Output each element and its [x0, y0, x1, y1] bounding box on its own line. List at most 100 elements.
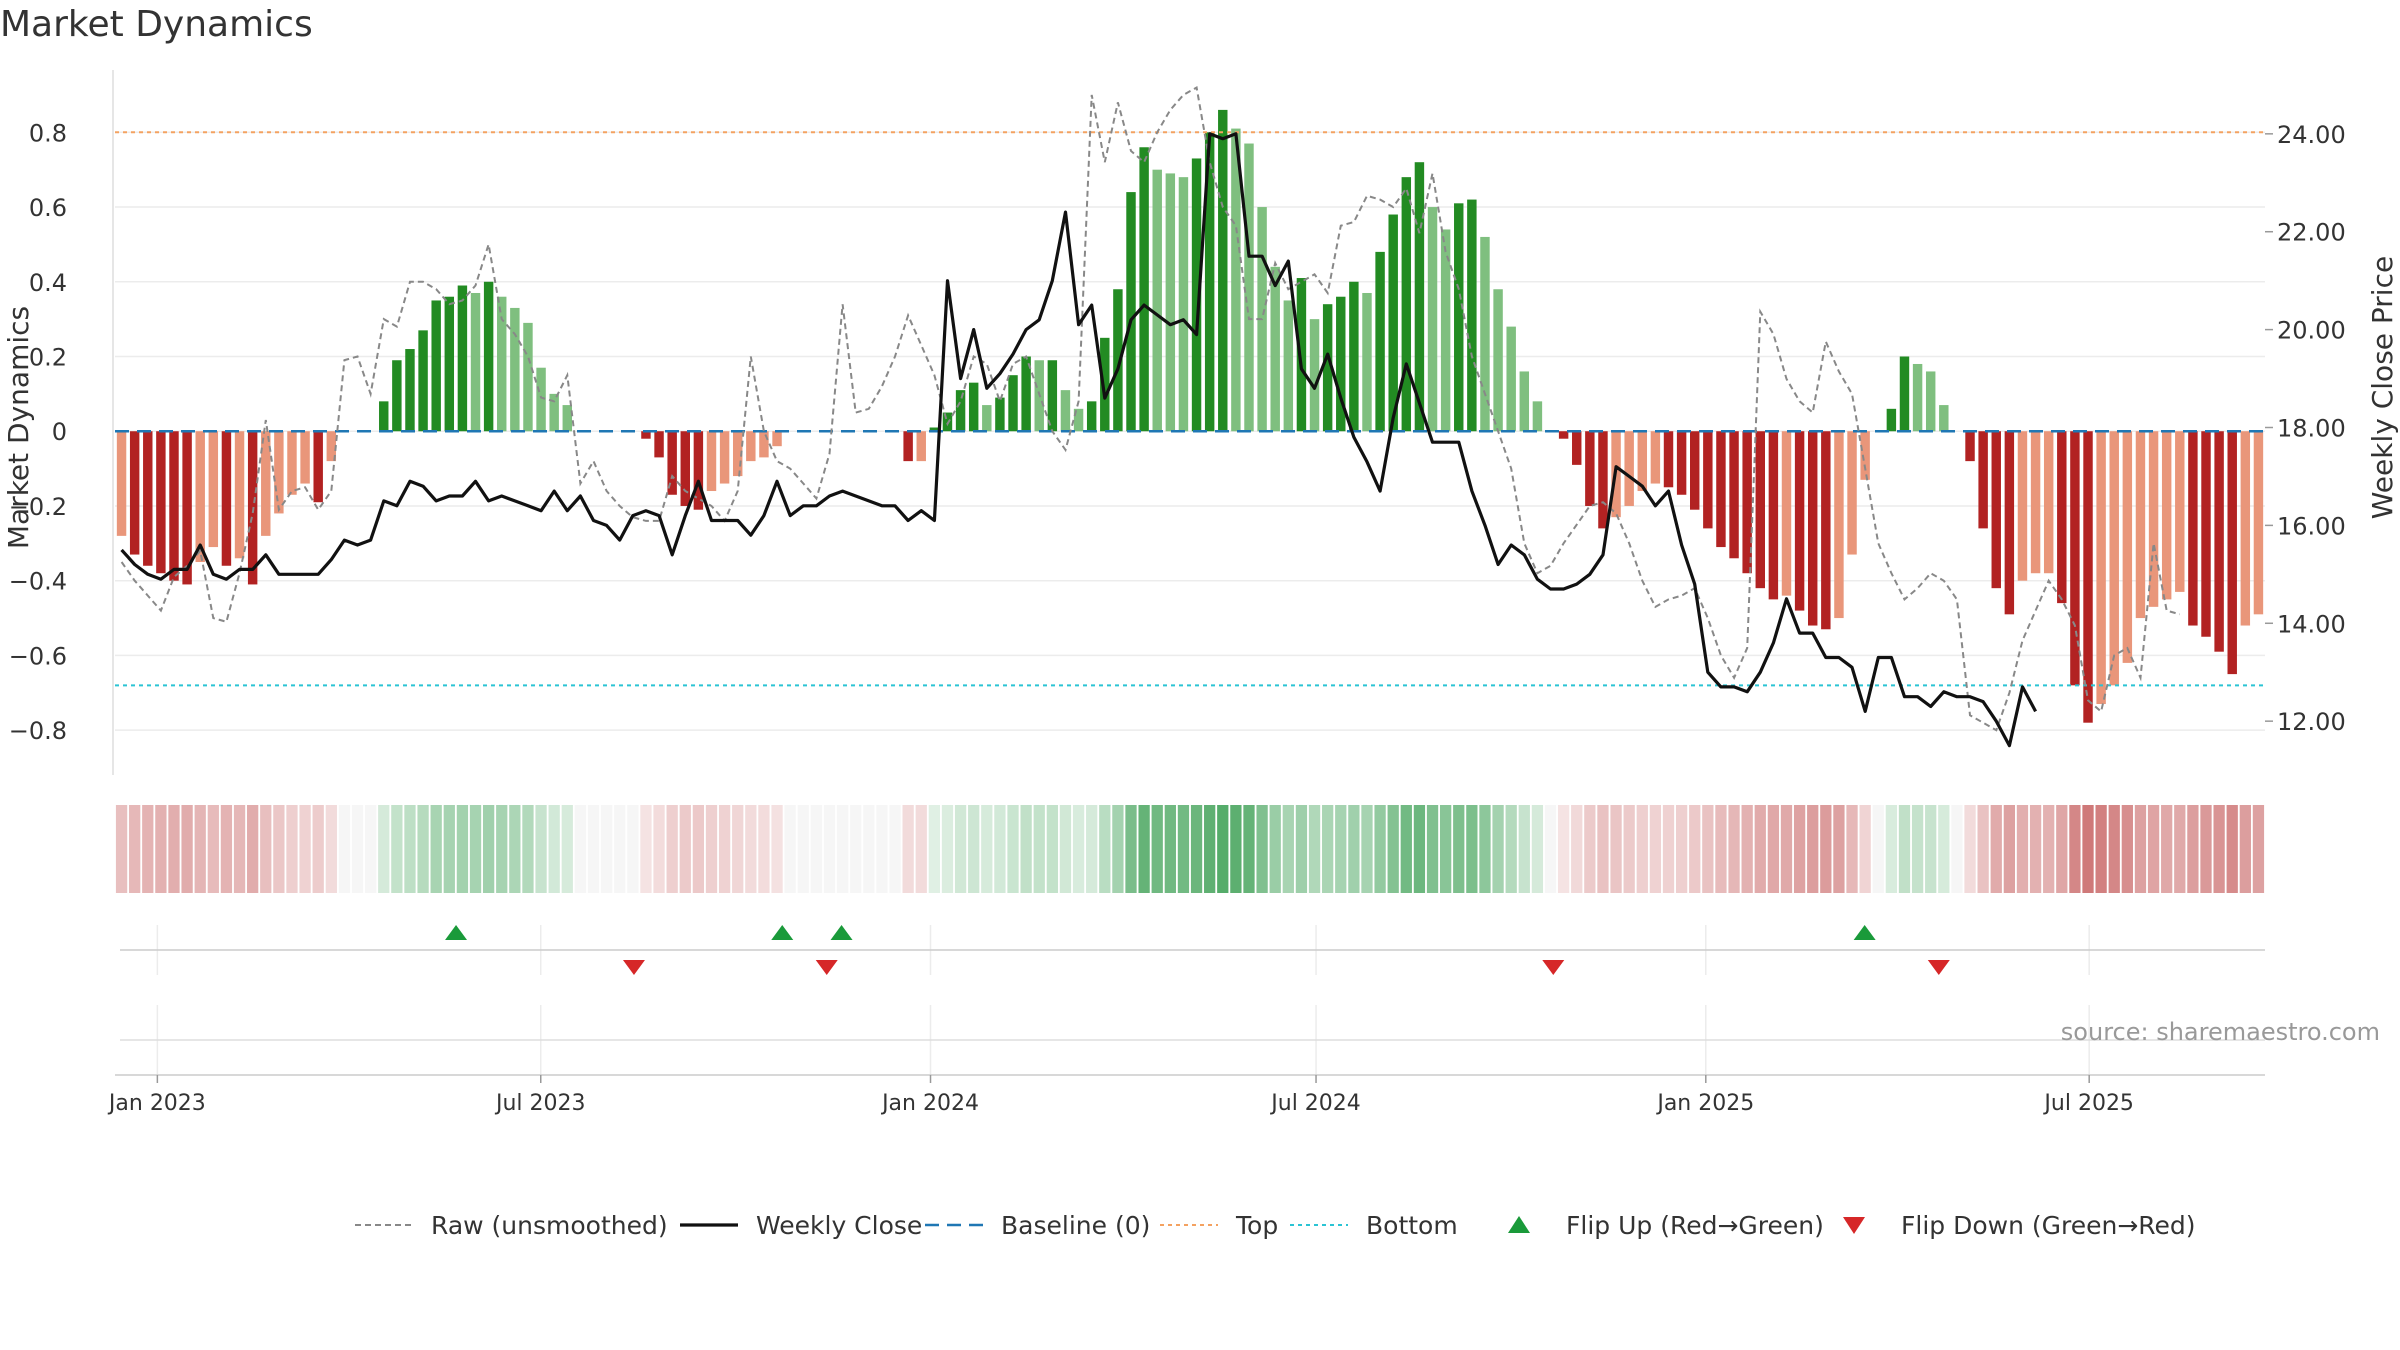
dynamics-bar	[693, 431, 704, 510]
regime-strip-cell	[745, 805, 757, 893]
regime-strip-cell	[430, 805, 442, 893]
regime-strip-cell	[1859, 805, 1871, 893]
regime-strip-cell	[2134, 805, 2147, 893]
dynamics-bar	[510, 307, 520, 432]
dynamics-bar	[1480, 236, 1490, 432]
raw-series-line	[120, 85, 2181, 732]
regime-strip-cell	[351, 805, 364, 893]
regime-strip-cell	[1767, 805, 1780, 893]
dynamics-bar	[1703, 431, 1713, 529]
dynamics-bar	[1493, 289, 1503, 432]
regime-strip-cell	[2069, 805, 2081, 893]
regime-strip-cell	[1833, 805, 1845, 893]
regime-strip-cell	[1925, 805, 1937, 893]
legend-item: Top	[1160, 1211, 1278, 1240]
dynamics-bar	[2057, 431, 2067, 604]
regime-strip-cell	[640, 805, 652, 893]
dynamics-bar	[1073, 408, 1084, 432]
dynamics-bar	[2214, 431, 2224, 652]
x-tick-label: Jul 2025	[2042, 1091, 2134, 1116]
dynamics-bar	[719, 431, 730, 484]
regime-strip-cell	[587, 805, 600, 893]
regime-strip-cell	[233, 805, 246, 893]
dynamics-bar	[1021, 356, 1031, 432]
dynamics-bar	[1060, 390, 1071, 432]
dynamics-bar	[1204, 132, 1215, 432]
dynamics-bar	[1414, 162, 1425, 432]
regime-strip-cell	[391, 805, 403, 893]
regime-strip-cell	[1610, 805, 1622, 893]
dynamics-bar	[2201, 431, 2211, 637]
legend-label: Weekly Close	[756, 1211, 922, 1240]
regime-strip-cell	[260, 805, 272, 893]
legend-item: Flip Down (Green→Red)	[1843, 1211, 2196, 1240]
dynamics-bar	[143, 431, 153, 566]
regime-strip-cell	[2056, 805, 2068, 893]
dynamics-bar	[654, 431, 664, 458]
legend-label: Raw (unsmoothed)	[431, 1211, 668, 1240]
dynamics-bar	[1624, 431, 1634, 506]
regime-strip-cell	[1177, 805, 1190, 893]
regime-strip-cell	[2239, 805, 2251, 893]
dynamics-bar	[1572, 431, 1582, 465]
dynamics-bar	[169, 431, 179, 581]
regime-strip-cell	[981, 805, 993, 893]
regime-strip-cell	[469, 805, 482, 893]
dynamics-bar	[1401, 177, 1412, 432]
dynamics-bar	[1532, 401, 1543, 432]
regime-strip-cell	[509, 805, 521, 893]
regime-strip-cell	[194, 805, 206, 893]
regime-strip-cell	[1217, 805, 1229, 893]
dynamics-bar	[995, 397, 1005, 432]
dynamics-bar	[2161, 431, 2172, 600]
dynamics-bar	[1113, 289, 1123, 432]
regime-strip-cell	[2252, 805, 2265, 893]
regime-strip-cell	[1623, 805, 1635, 893]
regime-strip-cell	[1584, 805, 1596, 893]
dynamics-bar	[483, 281, 494, 432]
dynamics-bar	[1886, 408, 1897, 432]
regime-strip-cell	[220, 805, 233, 893]
dynamics-bar	[706, 431, 717, 492]
regime-strip-cell	[1282, 805, 1294, 893]
regime-strip-cell	[2147, 805, 2160, 893]
dynamics-bar	[1860, 431, 1870, 480]
regime-strip-cell	[1020, 805, 1032, 893]
y-axis-label: Market Dynamics	[2, 306, 35, 549]
legend-item: Flip Up (Red→Green)	[1508, 1211, 1824, 1240]
dynamics-bar	[1939, 405, 1949, 432]
regime-strip-cell	[1689, 805, 1701, 893]
dynamics-bar	[405, 349, 415, 432]
flip-down-marker	[815, 960, 838, 975]
source-text: source: sharemaestro.com	[2061, 1018, 2380, 1046]
regime-strip-cell	[1951, 805, 1963, 893]
regime-strip-cell	[417, 805, 429, 893]
regime-strip-cell	[1990, 805, 2002, 893]
dynamics-bar	[182, 431, 192, 585]
regime-strip-cell	[1898, 805, 1911, 893]
regime-strip-cell	[2043, 805, 2055, 893]
dynamics-bar	[968, 382, 979, 432]
y2-tick-label: 18.00	[2277, 415, 2346, 443]
regime-strip-cell	[941, 805, 954, 893]
regime-strip-cell	[1204, 805, 1216, 893]
regime-strip-cell	[2016, 805, 2029, 893]
regime-strip-cell	[1964, 805, 1976, 893]
dynamics-bar	[116, 431, 127, 536]
regime-strip-cell	[286, 805, 298, 893]
dynamics-bar	[2148, 431, 2159, 607]
regime-strip-cell	[797, 805, 809, 893]
dynamics-bar	[1244, 143, 1254, 432]
dynamics-bar	[1716, 431, 1726, 548]
dynamics-bar	[261, 431, 271, 536]
regime-strip-cell	[1308, 805, 1321, 893]
flip-up-marker	[1853, 925, 1876, 940]
y-tick-label: −0.8	[9, 717, 67, 745]
regime-strip-cell	[1636, 805, 1648, 893]
regime-strip-cell	[1453, 805, 1465, 893]
regime-strip-cell	[338, 805, 351, 893]
dynamics-bar	[1440, 229, 1451, 432]
dynamics-bar	[1336, 296, 1346, 432]
dynamics-bar	[2122, 431, 2133, 663]
dynamics-bar	[1781, 431, 1792, 596]
